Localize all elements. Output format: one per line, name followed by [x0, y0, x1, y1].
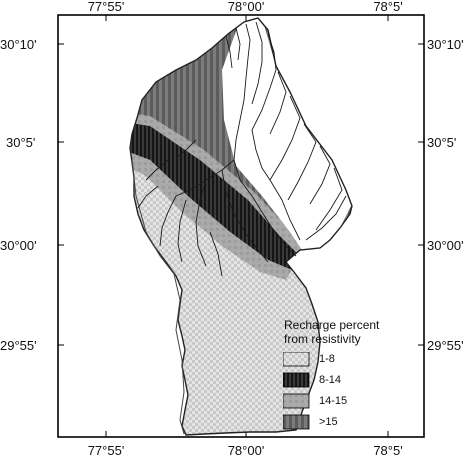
legend-label: 8-14 — [319, 374, 342, 386]
top-longitude-label: 78°00' — [227, 0, 265, 14]
right-latitude-label: 30°5' — [427, 135, 457, 150]
hill-zone-white — [222, 18, 352, 250]
right-latitude-label: 29°55' — [427, 338, 464, 353]
zone-14-15-lower — [130, 148, 292, 280]
legend-title-line-1: Recharge percent — [284, 318, 380, 332]
bottom-longitude-label: 78°5' — [373, 443, 403, 458]
legend-swatch-over-15 — [283, 414, 310, 430]
top-longitude-label: 78°5' — [373, 0, 403, 14]
legend-swatch-14-15 — [283, 393, 310, 409]
right-latitude-label: 30°10' — [427, 37, 464, 52]
left-latitude-label: 30°10' — [0, 37, 37, 52]
frame-ticks — [58, 15, 424, 437]
legend-label: >15 — [319, 416, 338, 428]
legend-swatch-8-14 — [283, 372, 310, 388]
right-latitude-label: 30°00' — [427, 238, 464, 253]
left-latitude-label: 30°5' — [6, 135, 36, 150]
left-latitude-label: 30°00' — [0, 238, 37, 253]
legend-swatch-1-8 — [283, 352, 310, 367]
top-longitude-label: 77°55' — [87, 0, 125, 14]
left-latitude-label: 29°55' — [0, 338, 37, 353]
bottom-longitude-label: 77°55' — [87, 443, 125, 458]
legend-title-line-2: from resistivity — [284, 332, 361, 346]
zone-14-15-upper — [130, 110, 306, 256]
river-channel — [131, 159, 185, 435]
legend-label: 14-15 — [319, 395, 348, 407]
legend-label: 1-8 — [319, 353, 335, 365]
zone-8-14 — [130, 120, 300, 270]
drainage-network — [137, 21, 347, 277]
legend-swatches — [283, 352, 310, 430]
bottom-longitude-label: 78°00' — [227, 443, 265, 458]
recharge-zones — [130, 18, 352, 435]
